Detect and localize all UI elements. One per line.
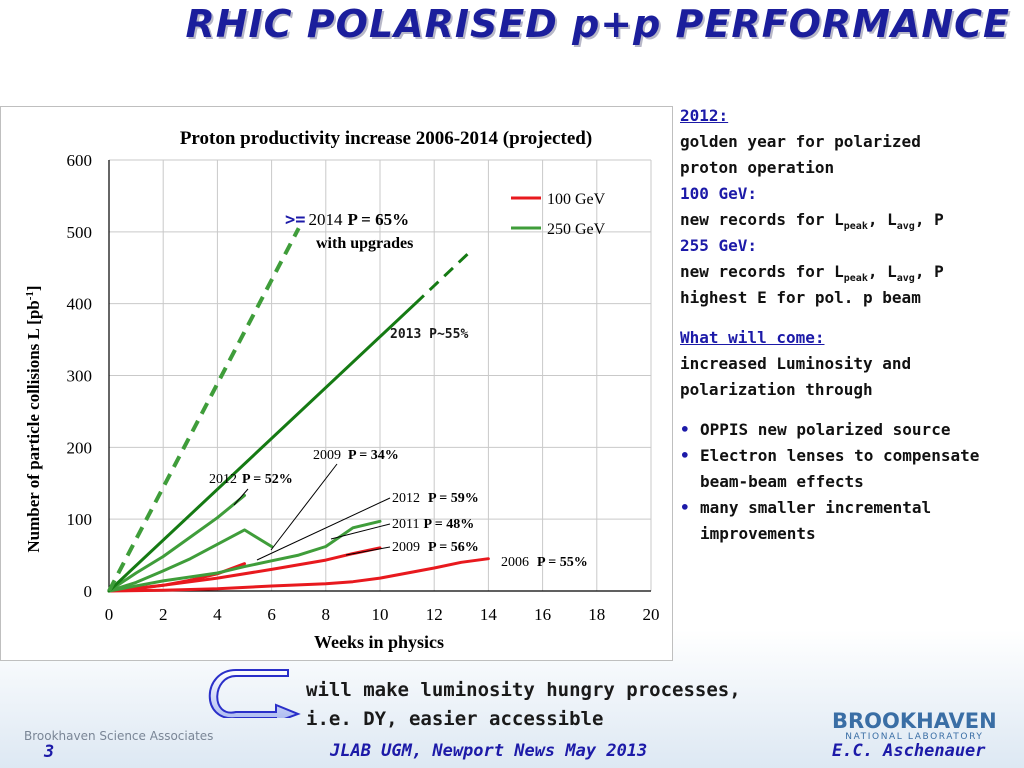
annotation-2014-year: 2014 <box>308 210 343 229</box>
leader-2009-34 <box>270 463 338 551</box>
series-line-8 <box>107 227 301 592</box>
chart-axes <box>108 160 651 592</box>
golden-line-1: golden year for polarized <box>680 132 921 151</box>
x-tick-label: 6 <box>267 605 276 624</box>
annotation-2011-48: 2011 P = 48% <box>392 517 474 532</box>
slide-title: RHIC POLARISED p+p PERFORMANCE <box>185 2 1010 46</box>
chart-series <box>107 227 490 593</box>
y-axis-label-sup: -1 <box>24 291 36 300</box>
future-line-1: increased Luminosity and <box>680 354 912 373</box>
x-tick-label: 14 <box>480 605 498 624</box>
bullet-item: • Electron lenses to compensate beam-beam… <box>680 446 980 491</box>
legend-label-100gev: 100 GeV <box>547 191 606 208</box>
chart-title: Proton productivity increase 2006-2014 (… <box>180 128 592 149</box>
annotation-2006-55: 2006 P = 55% <box>501 555 588 570</box>
y-tick-label: 0 <box>84 582 93 601</box>
annotation-2013: 2013 P~55% <box>390 327 468 342</box>
y-tick-label: 500 <box>67 223 93 242</box>
x-tick-label: 10 <box>372 605 389 624</box>
annotation-2012-52: 2012 P = 52% <box>209 472 293 487</box>
y-tick-label: 200 <box>67 438 93 457</box>
y-tick-label: 600 <box>67 151 93 170</box>
bottom-line-1: will make luminosity hungry processes, <box>306 679 741 701</box>
annotation-2009-34: 2009 P = 34% <box>313 448 399 463</box>
chart-panel: 0 2 4 6 8 10 12 14 16 18 20 0 100 200 300 400 500 600 Pro… <box>0 106 673 661</box>
bullet-item: • many smaller incremental improvements <box>680 498 932 543</box>
records-100gev: new records for Lpeak, Lavg, P <box>680 210 944 233</box>
heading-100gev: 100 GeV: <box>680 184 758 203</box>
series-line-4 <box>107 528 274 593</box>
annotation-2009-56: 2009 P = 56% <box>392 540 479 555</box>
highest-energy: highest E for pol. p beam <box>680 288 921 307</box>
heading-future: What will come: <box>680 328 825 347</box>
golden-line-2: proton operation <box>680 158 835 177</box>
bottom-statement: will make luminosity hungry processes, i… <box>306 676 741 734</box>
future-line-2: polarization through <box>680 380 873 399</box>
annotation-2014-prefix: >= <box>285 210 305 230</box>
y-tick-label: 100 <box>67 510 93 529</box>
annotation-2014-upgrades: with upgrades <box>316 235 413 252</box>
x-tick-label: 4 <box>213 605 222 624</box>
curved-arrow-icon <box>208 669 301 718</box>
y-axis-label-main: Number of particle collisions L [pb <box>24 300 43 552</box>
series-line-3 <box>107 519 382 593</box>
heading-255gev: 255 GeV: <box>680 236 758 255</box>
series-line-6 <box>107 302 417 593</box>
leader-2012-52 <box>233 488 249 506</box>
leader-2009-56 <box>345 546 391 556</box>
x-tick-label: 16 <box>534 605 551 624</box>
bottom-line-2: i.e. DY, easier accessible <box>306 708 604 730</box>
x-tick-label: 12 <box>426 605 443 624</box>
annotation-2014-pol: P = 65% <box>347 210 409 229</box>
footer-author: E.C. Aschenauer <box>832 741 986 761</box>
brookhaven-logo: BROOKHAVEN NATIONAL LABORATORY <box>832 710 997 743</box>
y-tick-label: 300 <box>67 367 93 386</box>
logo-title: BROOKHAVEN <box>832 709 997 733</box>
x-tick-label: 20 <box>643 605 660 624</box>
series-line-0 <box>107 557 490 593</box>
series-line-5 <box>107 494 246 593</box>
annotation-2012-59: 2012 P = 59% <box>392 491 479 506</box>
x-tick-label: 8 <box>322 605 331 624</box>
x-tick-label: 18 <box>588 605 605 624</box>
bullet-item: • OPPIS new polarized source <box>680 420 951 439</box>
leader-2012-59 <box>256 497 391 561</box>
x-tick-label: 0 <box>105 605 114 624</box>
x-tick-label: 2 <box>159 605 168 624</box>
heading-2012: 2012: <box>680 106 729 125</box>
page-number: 3 <box>44 742 55 762</box>
y-axis-label: Number of particle collisions L [pb-1] <box>24 285 43 552</box>
y-axis-label-end: ] <box>24 285 43 291</box>
annotation-2014: >= 2014 P = 65% <box>285 210 409 230</box>
footer-org: Brookhaven Science Associates <box>24 729 214 743</box>
side-notes: 2012: golden year for polarized proton o… <box>680 103 1020 547</box>
logo-subtitle: NATIONAL LABORATORY <box>845 732 984 742</box>
records-255gev: new records for Lpeak, Lavg, P <box>680 262 944 285</box>
legend-label-250gev: 250 GeV <box>547 221 606 238</box>
leader-2011-48 <box>330 523 391 540</box>
footer-event: JLAB UGM, Newport News May 2013 <box>330 741 648 761</box>
y-tick-label: 400 <box>67 295 93 314</box>
series-line-7 <box>414 248 474 305</box>
x-axis-label: Weeks in physics <box>314 632 444 652</box>
